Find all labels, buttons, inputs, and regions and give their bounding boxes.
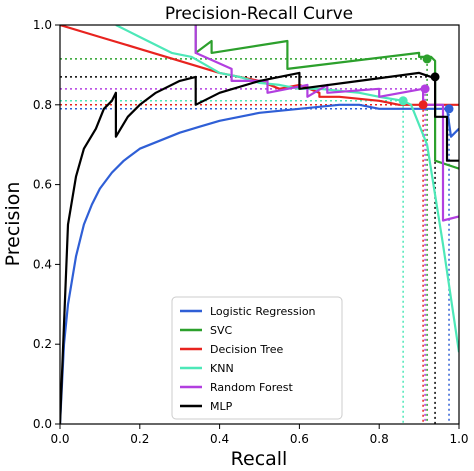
legend-label-3: KNN xyxy=(210,362,234,375)
series-line-3 xyxy=(115,25,459,353)
legend: Logistic Regression SVC Decision Tree KNN Ra… xyxy=(171,296,343,420)
plot-frame xyxy=(59,24,460,425)
series-marker-1 xyxy=(422,54,432,64)
chart-title: Precision-Recall Curve xyxy=(165,4,353,24)
data-layer xyxy=(60,25,459,424)
y-tick-label-3: 0.6 xyxy=(33,178,52,192)
series-marker-0 xyxy=(444,104,454,114)
legend-label-5: MLP xyxy=(210,400,233,413)
legend-label-1: SVC xyxy=(210,324,233,337)
y-tick-label-1: 0.2 xyxy=(33,337,52,351)
y-tick-label-5: 1.0 xyxy=(33,18,52,32)
legend-label-0: Logistic Regression xyxy=(210,305,316,318)
y-axis-title: Precision xyxy=(2,182,24,267)
x-axis-title: Recall xyxy=(231,448,288,470)
x-tick-label-3: 0.6 xyxy=(290,432,309,446)
y-tick-label-4: 0.8 xyxy=(33,98,52,112)
series-marker-4 xyxy=(420,84,430,94)
legend-label-2: Decision Tree xyxy=(210,343,283,356)
y-tick-label-0: 0.0 xyxy=(33,417,52,431)
series-marker-5 xyxy=(430,72,440,82)
x-tick-label-2: 0.4 xyxy=(210,432,229,446)
ticks-layer: 0.0 0.2 0.4 0.6 0.8 1.0 0.0 0.2 0.4 0.6 0.8 1.0 xyxy=(33,18,469,446)
x-tick-label-4: 0.8 xyxy=(370,432,389,446)
x-tick-label-0: 0.0 xyxy=(50,432,69,446)
series-line-0 xyxy=(60,103,459,424)
series-marker-3 xyxy=(398,96,408,106)
series-marker-2 xyxy=(418,100,428,110)
x-tick-label-1: 0.2 xyxy=(130,432,149,446)
legend-box xyxy=(171,296,343,420)
x-tick-label-5: 1.0 xyxy=(449,432,468,446)
legend-label-4: Random Forest xyxy=(210,381,293,394)
y-tick-label-2: 0.4 xyxy=(33,257,52,271)
